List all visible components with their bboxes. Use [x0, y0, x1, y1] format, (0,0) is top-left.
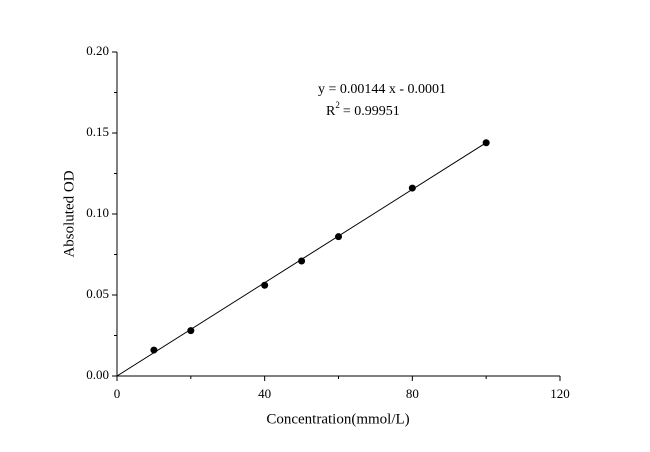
r-squared-base: R: [326, 104, 336, 119]
x-tick-label: 80: [406, 386, 419, 401]
x-axis-label: Concentration(mmol/L): [266, 411, 409, 427]
y-tick-label: 0.20: [86, 43, 109, 58]
equation: y = 0.00144 x - 0.0001: [318, 82, 446, 97]
y-tick-label: 0.10: [86, 205, 109, 220]
data-point: [187, 327, 195, 335]
x-tick-label: 0: [114, 386, 121, 401]
data-point: [150, 346, 158, 354]
y-tick-label: 0.00: [86, 367, 109, 382]
data-point: [261, 281, 269, 289]
y-tick-label: 0.15: [86, 124, 109, 139]
y-tick-label: 0.05: [86, 286, 109, 301]
r-squared-sup: 2: [335, 100, 340, 110]
y-axis-label: Absoluted OD: [61, 170, 77, 257]
x-tick-label: 120: [550, 386, 570, 401]
data-point: [298, 257, 306, 265]
data-point: [335, 233, 342, 241]
r-squared: R2 = 0.99951: [326, 100, 400, 119]
x-tick-label: 40: [258, 386, 271, 401]
data-point: [482, 139, 490, 147]
r-squared-value: = 0.99951: [343, 104, 400, 119]
data-point: [408, 184, 416, 192]
